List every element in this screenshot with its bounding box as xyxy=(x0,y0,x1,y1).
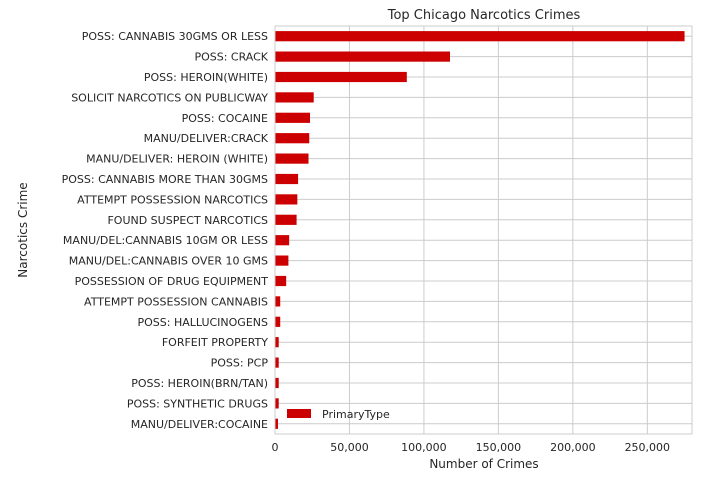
bar xyxy=(275,316,281,327)
x-tick-label: 250,000 xyxy=(625,441,671,454)
bar xyxy=(275,275,287,287)
y-tick-label: POSS: CANNABIS 30GMS OR LESS xyxy=(82,30,268,43)
y-tick-label: POSS: CRACK xyxy=(194,51,268,64)
y-tick-label: POSS: COCAINE xyxy=(182,112,268,125)
legend-label: PrimaryType xyxy=(322,408,390,421)
bar xyxy=(275,296,281,307)
bar xyxy=(275,194,298,205)
y-tick-label: MANU/DELIVER: HEROIN (WHITE) xyxy=(86,153,268,166)
bar xyxy=(275,133,310,144)
y-tick-label: POSS: HEROIN(WHITE) xyxy=(144,71,268,84)
x-tick-label: 200,000 xyxy=(550,441,596,454)
legend: PrimaryType xyxy=(287,408,390,421)
y-tick-label: ATTEMPT POSSESSION CANNABIS xyxy=(84,295,268,308)
plot-area: 0 50,000 100,000 150,000 200,000 250,000 POSS:… xyxy=(62,25,693,454)
bar xyxy=(275,153,309,164)
bar xyxy=(275,337,279,348)
y-axis-label: Narcotics Crime xyxy=(16,182,30,277)
y-tick-label: FOUND SUSPECT NARCOTICS xyxy=(107,214,268,227)
bar xyxy=(275,418,278,429)
legend-swatch xyxy=(287,409,311,418)
x-axis-label: Number of Crimes xyxy=(429,457,538,471)
bar xyxy=(275,377,279,389)
plot-frame xyxy=(274,25,693,435)
y-tick-label: ATTEMPT POSSESSION NARCOTICS xyxy=(77,193,268,206)
y-tick-label: MANU/DELIVER:CRACK xyxy=(144,132,269,145)
x-tick-label: 100,000 xyxy=(401,441,447,454)
y-tick-label: SOLICIT NARCOTICS ON PUBLICWAY xyxy=(71,91,268,104)
y-tick-label: POSS: HALLUCINOGENS xyxy=(137,316,268,329)
bar xyxy=(275,357,279,368)
bar xyxy=(275,112,310,123)
y-tick-label: MANU/DELIVER:COCAINE xyxy=(131,418,268,431)
x-tick-label: 150,000 xyxy=(476,441,522,454)
chart-title: Top Chicago Narcotics Crimes xyxy=(387,8,581,23)
y-tick-label: POSS: PCP xyxy=(211,357,269,370)
bar xyxy=(275,255,289,266)
y-tick-label: POSS: SYNTHETIC DRUGS xyxy=(127,397,268,410)
x-tick-label: 0 xyxy=(272,441,279,454)
bar xyxy=(275,173,299,185)
bar xyxy=(275,31,685,42)
y-tick-label: MANU/DEL:CANNABIS OVER 10 GMS xyxy=(69,255,268,268)
bar xyxy=(275,71,407,83)
y-tick-label: FORFEIT PROPERTY xyxy=(162,336,268,349)
bar xyxy=(275,398,279,409)
bar xyxy=(275,92,314,103)
y-tick-label: POSSESSION OF DRUG EQUIPMENT xyxy=(75,275,269,288)
y-tick-label: POSS: CANNABIS MORE THAN 30GMS xyxy=(62,173,268,186)
bar xyxy=(275,214,297,225)
bar xyxy=(275,235,290,246)
x-tick-label: 50,000 xyxy=(330,441,369,454)
bar xyxy=(275,51,450,62)
y-tick-label: MANU/DEL:CANNABIS 10GM OR LESS xyxy=(63,234,268,247)
y-tick-label: POSS: HEROIN(BRN/TAN) xyxy=(131,377,268,390)
